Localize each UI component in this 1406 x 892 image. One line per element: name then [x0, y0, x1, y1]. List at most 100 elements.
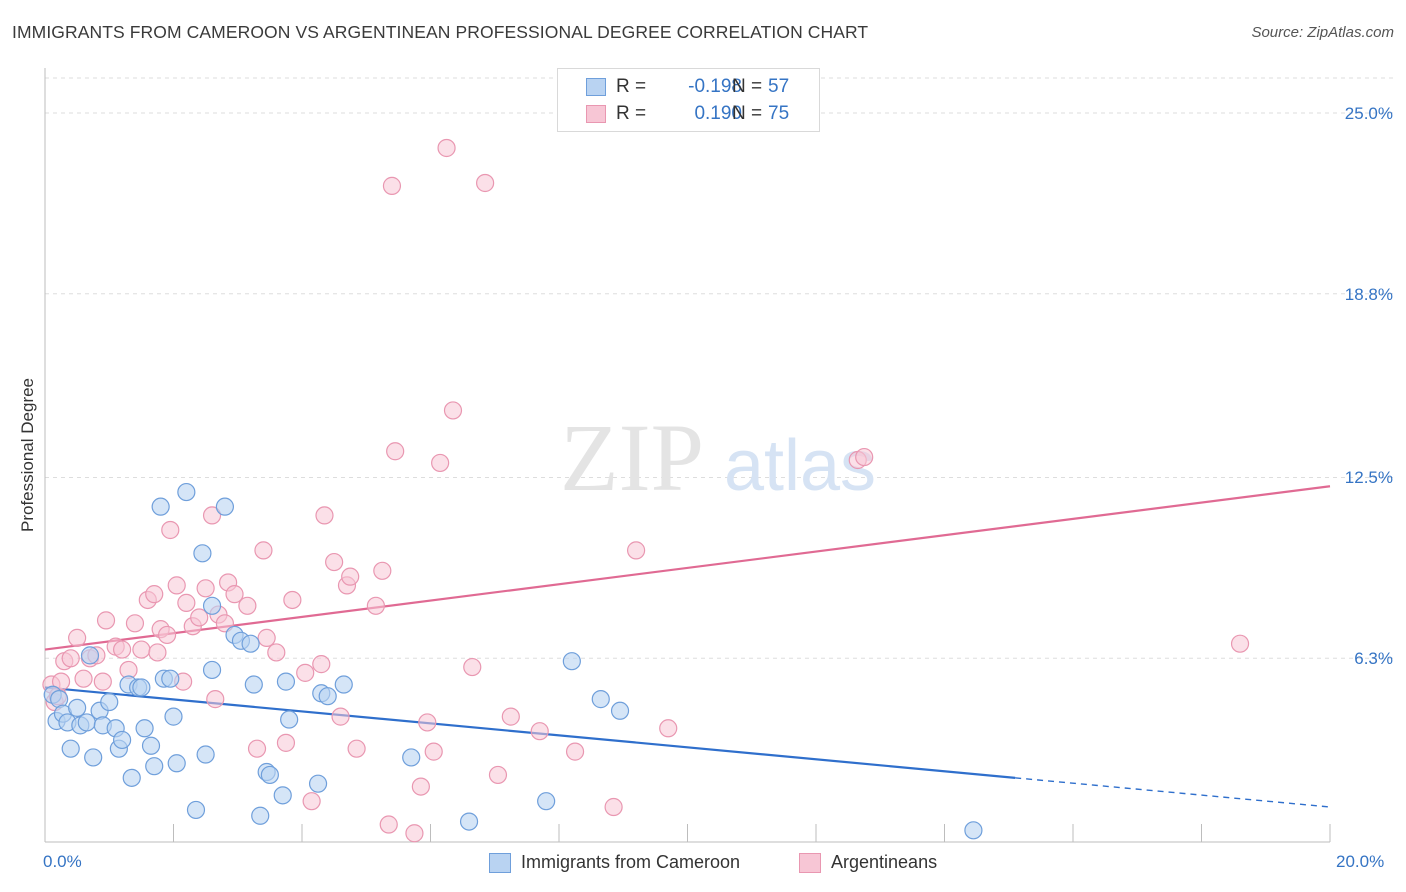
- data-point-cameroon: [164, 707, 183, 726]
- data-point-argentineans: [411, 777, 430, 796]
- data-point-cameroon: [202, 660, 222, 680]
- data-point-argentineans: [659, 719, 678, 738]
- data-point-argentineans: [96, 611, 116, 630]
- data-point-cameroon: [100, 692, 119, 712]
- bottom-legend-swatch-argentineans: [799, 852, 821, 873]
- bottom-legend-swatch-cameroon: [489, 852, 511, 873]
- bottom-legend-cameroon: Immigrants from Cameroon: [489, 852, 740, 873]
- data-point-argentineans: [238, 596, 257, 615]
- data-point-argentineans: [463, 657, 482, 677]
- trend-line-argentineans: [44, 485, 1331, 651]
- bottom-legend-label-cameroon: Immigrants from Cameroon: [521, 852, 741, 872]
- data-point-cameroon: [251, 806, 270, 825]
- data-point-cameroon: [80, 646, 100, 665]
- data-point-argentineans: [157, 625, 177, 645]
- data-point-cameroon: [562, 652, 581, 671]
- data-point-argentineans: [530, 722, 549, 741]
- legend-n-label: N =: [732, 76, 763, 97]
- data-point-cameroon: [241, 634, 260, 653]
- data-point-cameroon: [193, 544, 212, 563]
- correlation-legend: R = -0.198 N = 57 R = 0.190 N = 75: [557, 68, 820, 132]
- gridlines: [45, 77, 1394, 659]
- data-point-argentineans: [61, 649, 80, 668]
- data-point-argentineans: [167, 576, 186, 595]
- data-point-cameroon: [280, 710, 299, 729]
- legend-r-value: -0.198: [688, 76, 742, 97]
- data-point-cameroon: [402, 748, 421, 767]
- data-point-argentineans: [148, 643, 167, 662]
- data-point-cameroon: [122, 768, 141, 787]
- data-point-argentineans: [112, 640, 132, 659]
- data-point-argentineans: [373, 561, 392, 580]
- data-point-cameroon: [151, 497, 170, 516]
- data-point-cameroon: [68, 698, 87, 717]
- y-tick-label: 25.0%: [1344, 103, 1393, 123]
- data-point-cameroon: [61, 739, 80, 758]
- data-point-argentineans: [68, 628, 87, 647]
- data-point-cameroon: [260, 765, 279, 785]
- data-point-argentineans: [431, 453, 450, 473]
- y-tick-label: 12.5%: [1344, 468, 1393, 488]
- data-point-argentineans: [283, 590, 302, 610]
- x-tick-label-max: 20.0%: [1336, 852, 1385, 871]
- data-point-cameroon: [202, 596, 222, 615]
- trend-line-cameroon-solid: [44, 686, 1016, 779]
- watermark-atlas: atlas: [724, 426, 876, 506]
- data-point-argentineans: [257, 628, 276, 647]
- data-point-cameroon: [273, 786, 292, 805]
- legend-swatch-argentineans: [586, 105, 606, 123]
- legend-r-value: 0.190: [694, 103, 742, 124]
- data-point-cameroon: [141, 736, 161, 755]
- data-point-argentineans: [386, 442, 405, 461]
- legend-swatch-cameroon: [586, 78, 606, 96]
- trend-line-cameroon-dashed: [1015, 777, 1331, 808]
- data-point-cameroon: [276, 672, 296, 691]
- data-point-cameroon: [318, 687, 337, 706]
- watermark: ZIP atlas: [560, 404, 876, 511]
- data-point-argentineans: [315, 506, 334, 525]
- trend-line-argentineans-solid: [44, 485, 1331, 651]
- data-point-argentineans: [132, 640, 151, 659]
- bottom-legend-label-argentineans: Argentineans: [831, 852, 938, 872]
- data-point-argentineans: [267, 643, 286, 662]
- legend-n-value: 75: [768, 103, 790, 124]
- data-point-argentineans: [405, 824, 424, 843]
- data-point-cameroon: [308, 774, 328, 793]
- data-point-argentineans: [145, 585, 164, 604]
- legend-r-label: R =: [616, 103, 647, 124]
- data-point-argentineans: [51, 672, 71, 691]
- data-point-argentineans: [379, 815, 398, 834]
- data-point-cameroon: [334, 675, 353, 694]
- data-point-cameroon: [196, 745, 215, 764]
- data-point-argentineans: [418, 713, 437, 732]
- bottom-legend-argentineans: Argentineans: [799, 852, 937, 873]
- data-point-argentineans: [125, 614, 145, 633]
- data-point-cameroon: [145, 757, 164, 776]
- data-point-argentineans: [366, 596, 385, 615]
- watermark-zip: ZIP: [560, 404, 704, 511]
- x-tick-label-min: 0.0%: [43, 852, 82, 871]
- data-point-cameroon: [591, 690, 610, 709]
- data-point-cameroon: [537, 792, 556, 811]
- data-point-argentineans: [93, 672, 112, 691]
- data-point-cameroon: [244, 675, 263, 694]
- data-point-argentineans: [488, 765, 508, 785]
- data-point-argentineans: [161, 520, 180, 540]
- data-point-argentineans: [202, 506, 222, 525]
- data-point-argentineans: [1230, 634, 1250, 653]
- data-point-cameroon: [964, 821, 983, 840]
- legend-r-label: R =: [616, 76, 647, 97]
- data-point-argentineans: [74, 669, 93, 688]
- series-cameroon: [43, 482, 983, 840]
- data-point-argentineans: [437, 138, 456, 158]
- data-point-argentineans: [177, 593, 196, 612]
- source-label: Source: ZipAtlas.com: [1251, 24, 1394, 41]
- data-point-argentineans: [341, 567, 360, 586]
- data-point-cameroon: [215, 497, 234, 516]
- data-point-argentineans: [331, 707, 350, 726]
- data-point-cameroon: [135, 719, 154, 738]
- data-point-argentineans: [276, 733, 296, 752]
- data-point-cameroon: [610, 701, 630, 720]
- data-point-cameroon: [161, 669, 180, 688]
